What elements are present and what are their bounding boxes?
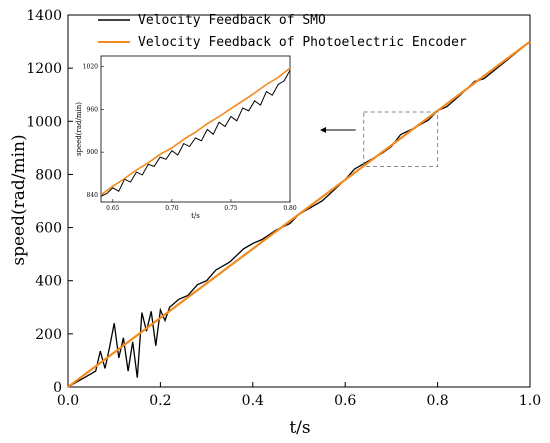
y-tick-label: 1200	[26, 61, 62, 77]
inset-y-tick-label: 1020	[83, 64, 98, 71]
x-tick-label: 0.8	[426, 393, 448, 409]
zoom-region-indicator	[320, 111, 439, 167]
x-tick-label: 0.4	[242, 393, 264, 409]
y-tick-label: 600	[35, 221, 62, 237]
y-tick-label: 800	[35, 167, 62, 183]
x-tick-label: 0.2	[149, 393, 171, 409]
inset-y-tick-label: 960	[87, 106, 99, 113]
inset-y-axis-title: speed(rad/min)	[75, 102, 83, 156]
inset-x-tick-label: 0.80	[283, 205, 297, 212]
x-tick-label: 1.0	[519, 393, 541, 409]
inset-x-tick-label: 0.75	[224, 205, 238, 212]
y-tick-label: 400	[35, 274, 62, 290]
inset-y-tick-label: 900	[87, 149, 99, 156]
inset-frame	[100, 55, 291, 203]
inset-x-tick-label: 0.70	[165, 205, 179, 212]
plot-area: 0.0 0.2 0.4 0.6 0.8 1.0 0 200 400 600 800 1000 1200 1…	[26, 8, 541, 409]
y-tick-label: 1400	[26, 8, 62, 24]
y-tick-label: 0	[53, 380, 62, 396]
y-axis-title: speed(rad/min)	[9, 134, 29, 265]
y-tick-label: 1000	[26, 114, 62, 130]
inset-plot: 0.65 0.70 0.75 0.80 840 900 960 1020 t/s speed(ra…	[75, 55, 297, 220]
legend-label-encoder: Velocity Feedback of Photoelectric Encod…	[138, 35, 467, 50]
x-tick-label: 0.0	[57, 393, 79, 409]
legend: Velocity Feedback of SMO Velocity Feedba…	[98, 13, 467, 50]
inset-series-line-smo	[100, 69, 291, 197]
inset-x-axis-title: t/s	[191, 212, 200, 220]
inset-x-tick-label: 0.65	[106, 205, 120, 212]
zoom-rectangle	[363, 111, 439, 167]
series-line-encoder	[67, 40, 531, 388]
y-tick-label: 200	[35, 327, 62, 343]
inset-series-line-encoder	[100, 67, 291, 196]
plot-frame	[67, 14, 531, 388]
x-tick-label: 0.6	[334, 393, 356, 409]
inset-y-tick-label: 840	[87, 192, 99, 199]
zoom-arrow-head	[320, 127, 326, 133]
x-axis-title: t/s	[289, 418, 310, 438]
legend-label-smo: Velocity Feedback of SMO	[138, 13, 326, 28]
